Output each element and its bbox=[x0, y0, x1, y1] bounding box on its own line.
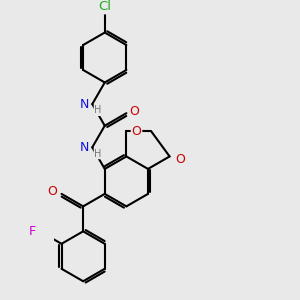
Text: N: N bbox=[79, 98, 88, 111]
Text: H: H bbox=[94, 148, 102, 159]
Text: O: O bbox=[47, 185, 57, 198]
Text: N: N bbox=[79, 141, 88, 154]
Text: Cl: Cl bbox=[98, 1, 111, 13]
Text: O: O bbox=[132, 125, 142, 138]
Text: H: H bbox=[94, 105, 102, 115]
Text: O: O bbox=[130, 105, 140, 118]
Text: O: O bbox=[175, 152, 185, 166]
Text: F: F bbox=[29, 225, 36, 238]
